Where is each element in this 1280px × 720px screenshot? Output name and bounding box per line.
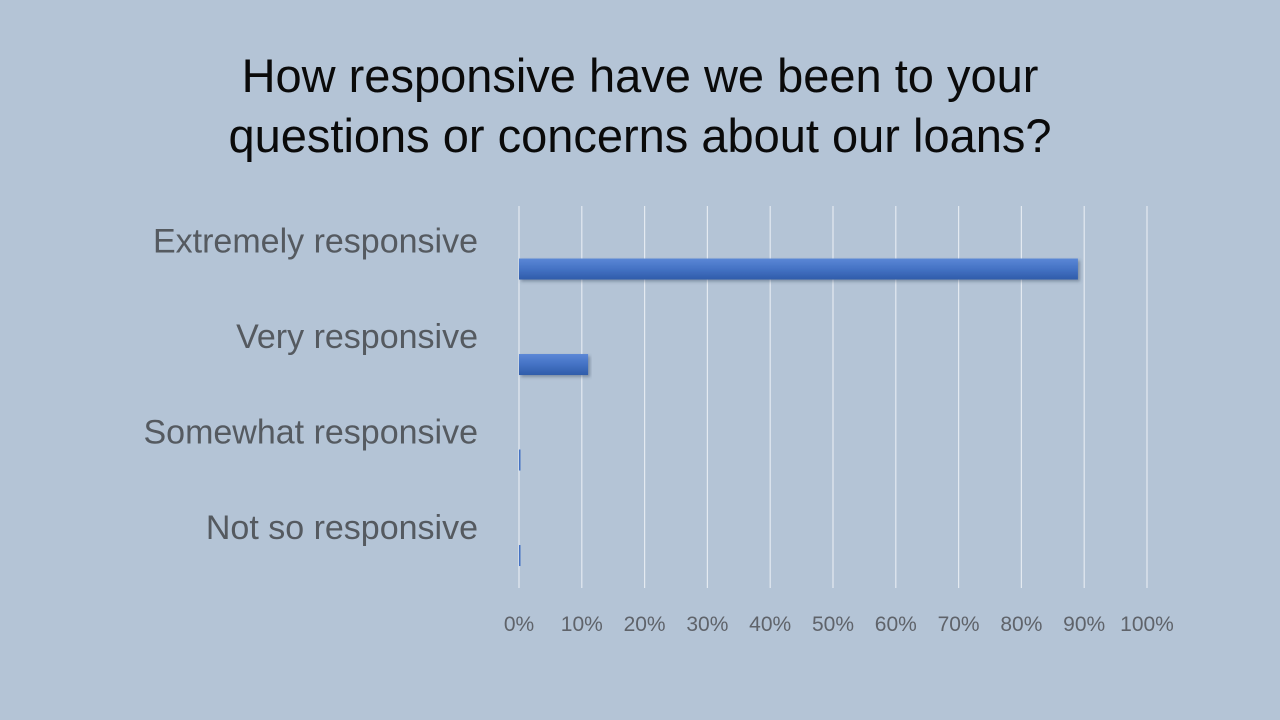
bar-somewhat-responsive (519, 449, 521, 471)
x-tick-label: 70% (938, 613, 980, 636)
x-tick-label: 40% (749, 613, 791, 636)
category-labels: Extremely responsive Very responsive Somew… (143, 222, 478, 547)
bar-extremely-responsive (519, 258, 1078, 280)
x-tick-label: 10% (561, 613, 603, 636)
chart-title-line-1: How responsive have we been to your (241, 49, 1039, 102)
x-tick-label: 30% (686, 613, 728, 636)
category-label: Very responsive (236, 318, 478, 356)
x-tick-label: 0% (504, 613, 534, 636)
bar-not-so-responsive (519, 545, 521, 567)
bars (519, 258, 1078, 567)
category-label: Extremely responsive (153, 222, 478, 260)
x-axis-tick-labels: 0% 10% 20% 30% 40% 50% 60% 70% 80% 90% 100% (504, 613, 1174, 636)
chart-title: How responsive have we been to your ques… (90, 46, 1190, 166)
bar-very-responsive (519, 354, 589, 376)
category-label: Not so responsive (206, 509, 478, 547)
x-tick-label: 90% (1063, 613, 1105, 636)
category-label: Somewhat responsive (143, 413, 478, 451)
x-tick-label: 50% (812, 613, 854, 636)
x-tick-label: 100% (1120, 613, 1174, 636)
x-tick-label: 60% (875, 613, 917, 636)
x-tick-label: 80% (1000, 613, 1042, 636)
chart-title-line-2: questions or concerns about our loans? (228, 109, 1052, 162)
x-tick-label: 20% (624, 613, 666, 636)
